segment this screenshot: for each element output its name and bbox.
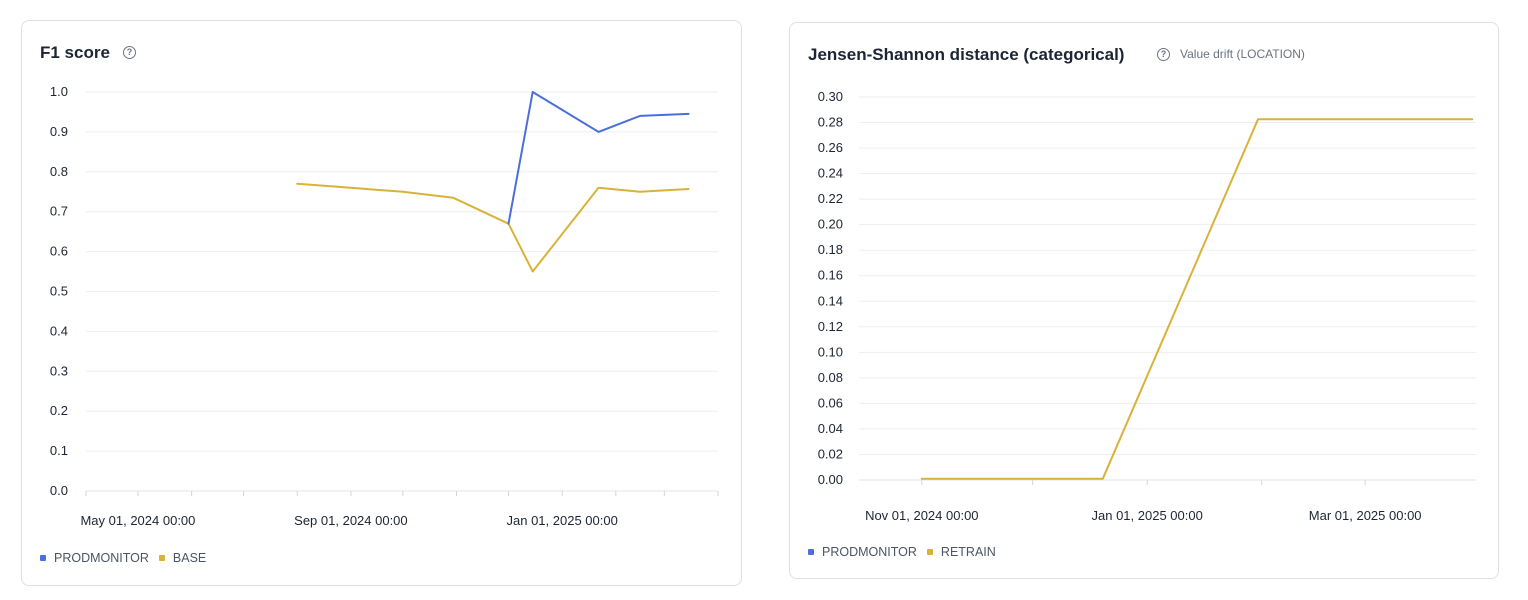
data-point[interactable] — [348, 185, 354, 191]
y-tick-label: 0.18 — [818, 242, 843, 257]
chart-subtitle: Value drift (LOCATION) — [1180, 47, 1305, 61]
x-tick-label: Mar 01, 2025 00:00 — [1309, 508, 1422, 523]
y-tick-label: 0.08 — [818, 370, 843, 385]
f1-score-chart: 0.0 0.1 0.2 0.3 0.4 0.5 0.6 0.7 0.8 0.9 1.0 May 01,… — [50, 84, 719, 528]
legend-item-prodmonitor[interactable]: PRODMONITOR — [40, 551, 149, 565]
data-point[interactable] — [637, 189, 643, 195]
y-tick-label: 0.04 — [818, 421, 843, 436]
y-tick-label: 0.3 — [50, 363, 68, 378]
series-line-prodmonitor[interactable] — [507, 91, 690, 225]
legend-label: PRODMONITOR — [54, 551, 149, 565]
y-tick-label: 0.16 — [818, 268, 843, 283]
data-point[interactable] — [596, 129, 602, 135]
y-tick-label: 0.24 — [818, 166, 843, 181]
legend-swatch — [40, 555, 46, 561]
x-tick-label: Nov 01, 2024 00:00 — [865, 508, 978, 523]
jensen-shannon-card: Jensen-Shannon distance (categorical) ? … — [789, 22, 1499, 579]
y-tick-label: 0.22 — [818, 191, 843, 206]
y-tick-label: 0.12 — [818, 319, 843, 334]
data-point[interactable] — [294, 181, 300, 187]
y-tick-label: 0.26 — [818, 140, 843, 155]
help-circle-icon[interactable]: ? — [123, 46, 136, 59]
y-tick-label: 0.1 — [50, 443, 68, 458]
y-tick-label: 0.10 — [818, 344, 843, 359]
legend-item-retrain[interactable]: RETRAIN — [926, 545, 996, 559]
y-tick-label: 0.5 — [50, 284, 68, 299]
chart-title: F1 score — [40, 43, 110, 62]
data-point[interactable] — [505, 221, 511, 227]
y-tick-label: 0.4 — [50, 323, 68, 338]
y-tick-label: 0.6 — [50, 244, 68, 259]
chart-legend: PRODMONITOR BASE — [40, 551, 216, 565]
y-tick-label: 0.2 — [50, 403, 68, 418]
x-tick-label: Jan 01, 2025 00:00 — [1092, 508, 1203, 523]
legend-swatch — [808, 549, 814, 555]
legend-swatch — [926, 549, 933, 555]
x-tick-label: Jan 01, 2025 00:00 — [507, 513, 618, 528]
y-tick-label: 0.0 — [50, 483, 68, 498]
data-point[interactable] — [450, 195, 456, 201]
data-point[interactable] — [1469, 116, 1475, 122]
y-tick-label: 0.00 — [818, 472, 843, 487]
f1-score-card: F1 score ? 0.0 0.1 0.2 0.3 0.4 0.5 0.6 0.7 0.8 0.… — [21, 20, 742, 586]
legend-item-prodmonitor[interactable]: PRODMONITOR — [808, 545, 917, 559]
help-circle-icon[interactable]: ? — [1157, 48, 1170, 61]
legend-label: PRODMONITOR — [822, 545, 917, 559]
y-tick-label: 0.14 — [818, 293, 843, 308]
data-point[interactable] — [919, 476, 925, 482]
data-point[interactable] — [637, 113, 643, 119]
data-point[interactable] — [686, 186, 692, 192]
jensen-shannon-chart: 0.00 0.02 0.04 0.06 0.08 0.10 0.12 0.14 0.16 0.18… — [818, 89, 1476, 523]
data-point[interactable] — [596, 185, 602, 191]
chart-legend: PRODMONITOR RETRAIN — [808, 545, 1006, 559]
data-point[interactable] — [1100, 476, 1106, 482]
data-point[interactable] — [530, 269, 536, 275]
y-tick-label: 0.06 — [818, 395, 843, 410]
series-line-base[interactable] — [296, 182, 690, 273]
legend-label: BASE — [172, 551, 207, 565]
data-point[interactable] — [400, 189, 406, 195]
data-point[interactable] — [530, 89, 536, 95]
y-tick-label: 0.30 — [818, 89, 843, 104]
y-tick-label: 0.20 — [818, 217, 843, 232]
legend-label: RETRAIN — [940, 545, 996, 559]
data-point[interactable] — [686, 111, 692, 117]
y-tick-label: 0.02 — [818, 446, 843, 461]
legend-swatch — [158, 555, 165, 561]
y-tick-label: 1.0 — [50, 84, 68, 99]
chart-title: Jensen-Shannon distance (categorical) — [808, 45, 1125, 64]
y-tick-label: 0.7 — [50, 204, 68, 219]
y-tick-label: 0.9 — [50, 124, 68, 139]
series-line-retrain[interactable] — [920, 118, 1474, 480]
y-tick-label: 0.8 — [50, 164, 68, 179]
y-tick-label: 0.28 — [818, 115, 843, 130]
x-tick-label: Sep 01, 2024 00:00 — [294, 513, 408, 528]
x-tick-label: May 01, 2024 00:00 — [80, 513, 195, 528]
legend-item-base[interactable]: BASE — [158, 551, 207, 565]
data-point[interactable] — [1255, 116, 1261, 122]
